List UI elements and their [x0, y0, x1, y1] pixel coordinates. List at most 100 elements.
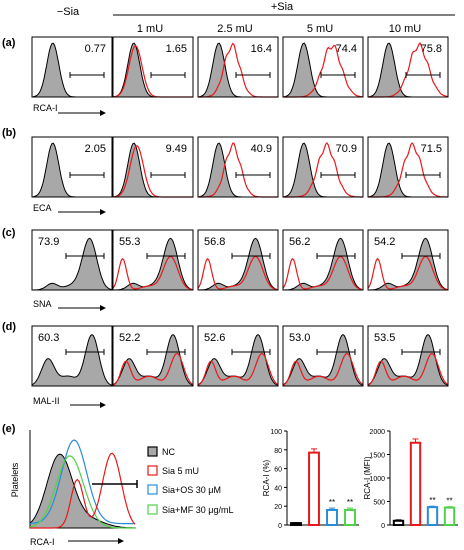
control-histogram — [283, 237, 364, 291]
treated-histogram — [197, 352, 279, 386]
significance-mark: ** — [446, 497, 452, 506]
panel-frame — [282, 136, 364, 198]
e-mf-trace — [29, 455, 135, 529]
e-os-trace — [29, 439, 135, 525]
percent-positive-label: 9.49 — [166, 143, 187, 155]
arrow-head — [100, 305, 106, 311]
percent-positive-label: 73.9 — [38, 236, 59, 248]
panel-frame — [31, 136, 113, 198]
row-xlabel-a: RCA-I — [33, 103, 58, 113]
bar — [326, 508, 338, 526]
legend-label: Sia+MF 30 μg/mL — [162, 505, 233, 515]
percent-positive-label: 0.77 — [85, 43, 106, 55]
treated-histogram — [367, 352, 449, 386]
percent-positive-label: 54.2 — [374, 236, 395, 248]
histogram-grid: 0.77 1.65 16.4 74.4 75.8 2.05 9.49 40.9 70.9 71.5… — [31, 36, 449, 408]
legend-swatch — [147, 446, 158, 457]
legend-swatch — [147, 465, 158, 476]
histogram-panel: 9.49 — [112, 136, 194, 198]
bar — [392, 519, 405, 527]
control-histogram — [112, 333, 194, 387]
histogram-panel: 74.4 — [282, 36, 364, 98]
histogram-panel: 70.9 — [282, 136, 364, 198]
histogram-panel: 53.0 — [282, 325, 364, 387]
panel-frame — [112, 136, 194, 198]
histogram-panel: 52.2 — [112, 325, 194, 387]
panel-label-a: (a) — [2, 37, 16, 49]
panel-frame — [282, 229, 364, 291]
percent-positive-label: 75.8 — [421, 43, 442, 55]
percent-positive-label: 52.6 — [204, 332, 225, 344]
panel-frame — [112, 229, 194, 291]
panel-frame — [112, 36, 194, 98]
legend-label: Sia+OS 30 μM — [162, 485, 221, 495]
panel-frame — [367, 136, 449, 198]
percent-positive-label: 70.9 — [336, 143, 357, 155]
bar-y-label: RCA-I (%) — [262, 459, 271, 496]
bar-y-tick-label: 0 — [278, 523, 282, 530]
e-arrow-head — [118, 538, 124, 544]
panel-label-b: (b) — [2, 127, 16, 139]
panel-frame — [197, 229, 279, 291]
control-histogram — [31, 333, 113, 387]
legend-swatch — [147, 504, 158, 515]
bar-y-tick-label: 20 — [274, 504, 282, 511]
significance-mark: ** — [329, 498, 335, 507]
arrow-head — [100, 110, 106, 116]
histogram-panel: 56.2 — [282, 229, 364, 291]
percent-positive-label: 1.65 — [166, 43, 187, 55]
dose-label-1: 1 mU — [137, 23, 163, 35]
row-xlabel-c: SNA — [33, 299, 52, 309]
control-histogram — [198, 237, 279, 291]
panel-frame — [282, 325, 364, 387]
panel-frame — [112, 325, 194, 387]
histogram-panel: 52.6 — [197, 325, 279, 387]
bar-y-tick-label: 500 — [373, 500, 385, 507]
percent-positive-label: 56.2 — [289, 236, 310, 248]
percent-positive-label: 53.0 — [289, 332, 310, 344]
panel-frame — [31, 325, 113, 387]
percent-positive-label: 71.5 — [421, 143, 442, 155]
row-xlabel-d: MAL-II — [33, 396, 60, 406]
histogram-panel: 0.77 — [31, 36, 113, 98]
bar — [308, 451, 320, 526]
arrow-head — [100, 402, 106, 408]
treated-histogram — [367, 255, 449, 291]
panel-frame — [197, 136, 279, 198]
bar-y-label: RCA-I (MFI) — [363, 456, 372, 499]
panel-frame — [367, 325, 449, 387]
control-histogram — [113, 237, 194, 291]
legend-swatch — [147, 484, 158, 495]
e-xlabel: RCA-I — [30, 537, 55, 547]
treated-histogram — [197, 255, 279, 291]
control-histogram — [197, 333, 279, 387]
bar — [409, 441, 422, 526]
percent-positive-label: 2.05 — [85, 143, 106, 155]
histogram-panel: 60.3 — [31, 325, 113, 387]
percent-positive-label: 74.4 — [336, 43, 357, 55]
bar-chart-rca-mfi: 0 500 1000 1500 2000 RCA-I (MFI) ** ** — [363, 429, 458, 530]
bar-chart-rca-percent: 0 20 40 60 80 100 RCA-I (%) ** ** — [262, 429, 359, 530]
percent-positive-label: 16.4 — [251, 43, 272, 55]
histogram-panel: 73.9 — [31, 229, 113, 291]
legend-label: Sia 5 mU — [162, 466, 199, 476]
histogram-panel: 2.05 — [31, 136, 113, 198]
dose-label-3: 5 mU — [307, 23, 333, 35]
percent-positive-label: 60.3 — [38, 332, 59, 344]
control-histogram — [32, 237, 113, 291]
pos-sia-label: +Sia — [271, 1, 294, 13]
percent-positive-label: 40.9 — [251, 143, 272, 155]
panel-frame — [367, 36, 449, 98]
significance-mark: ** — [429, 496, 435, 505]
panel-frame — [367, 229, 449, 291]
bar-y-tick-label: 1000 — [369, 476, 385, 483]
panel-label-d: (d) — [2, 321, 16, 333]
arrow-head — [100, 209, 106, 215]
panel-frame — [282, 36, 364, 98]
dose-label-2: 2.5 mU — [217, 23, 253, 35]
histogram-panel: 56.8 — [197, 229, 279, 291]
histogram-panel: 71.5 — [367, 136, 449, 198]
percent-positive-label: 55.3 — [119, 236, 140, 248]
control-histogram — [367, 333, 449, 387]
